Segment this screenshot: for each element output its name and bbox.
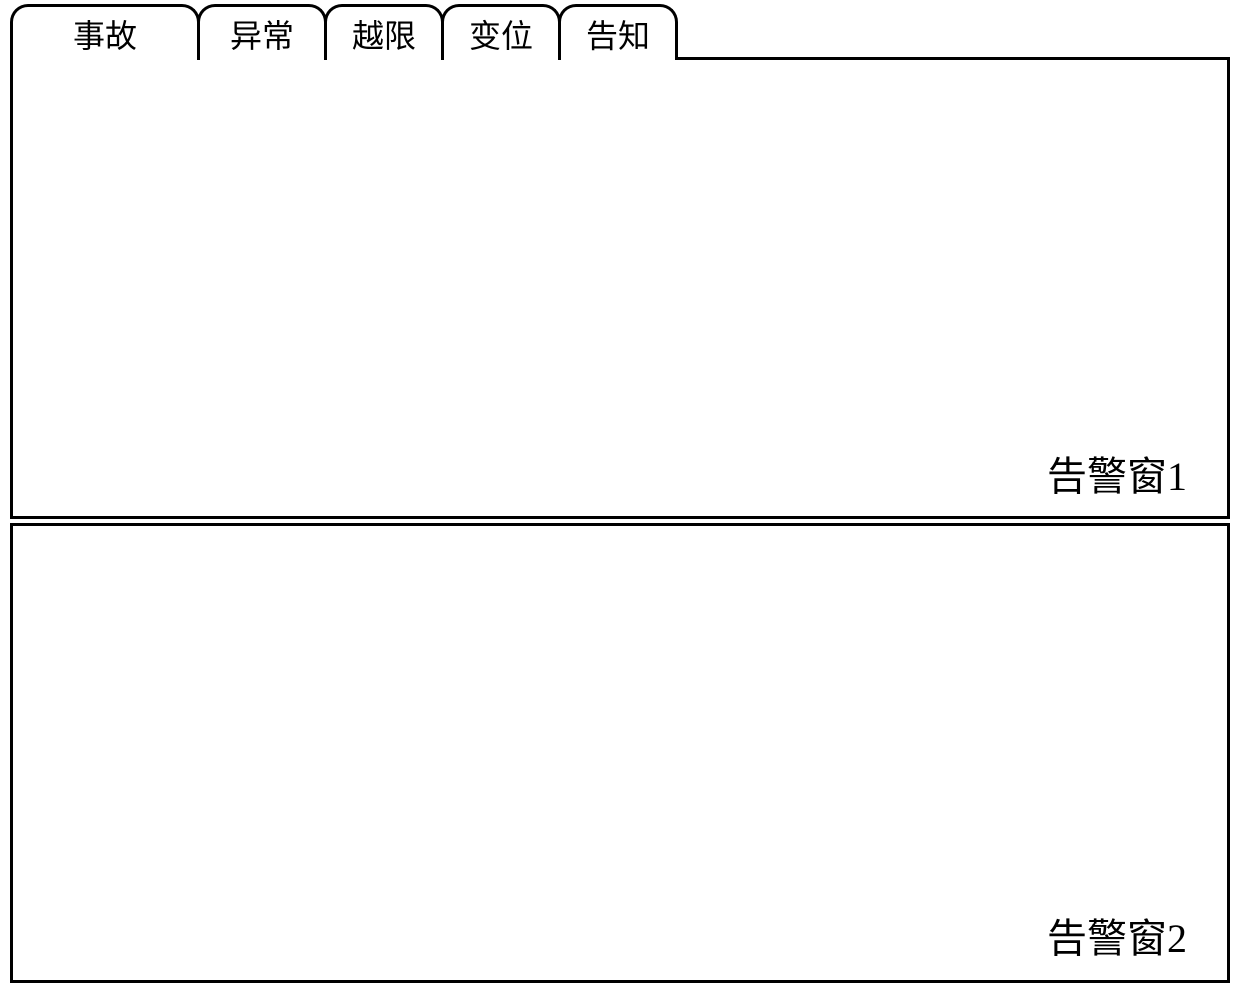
panel-label-2: 告警窗2 bbox=[1047, 906, 1187, 964]
tab-label: 事故 bbox=[73, 11, 137, 57]
alarm-window-2: 告警窗2 bbox=[10, 523, 1230, 983]
tab-inform[interactable]: 告知 bbox=[558, 4, 678, 60]
tab-label: 告知 bbox=[586, 11, 650, 57]
tab-label: 变位 bbox=[469, 11, 533, 57]
diagram-container: 事故 异常 越限 变位 告知 告警窗1 告警窗2 bbox=[10, 4, 1230, 998]
panel-label-1: 告警窗1 bbox=[1047, 444, 1187, 502]
tab-accident[interactable]: 事故 bbox=[10, 4, 200, 60]
tab-overlimit[interactable]: 越限 bbox=[324, 4, 444, 60]
panels-area: 告警窗1 告警窗2 bbox=[10, 57, 1230, 983]
tab-label: 越限 bbox=[352, 11, 416, 57]
alarm-window-1: 告警窗1 bbox=[10, 57, 1230, 519]
tab-abnormal[interactable]: 异常 bbox=[197, 4, 327, 60]
tab-displacement[interactable]: 变位 bbox=[441, 4, 561, 60]
tab-bar: 事故 异常 越限 变位 告知 bbox=[10, 4, 1230, 60]
tab-label: 异常 bbox=[230, 11, 294, 57]
